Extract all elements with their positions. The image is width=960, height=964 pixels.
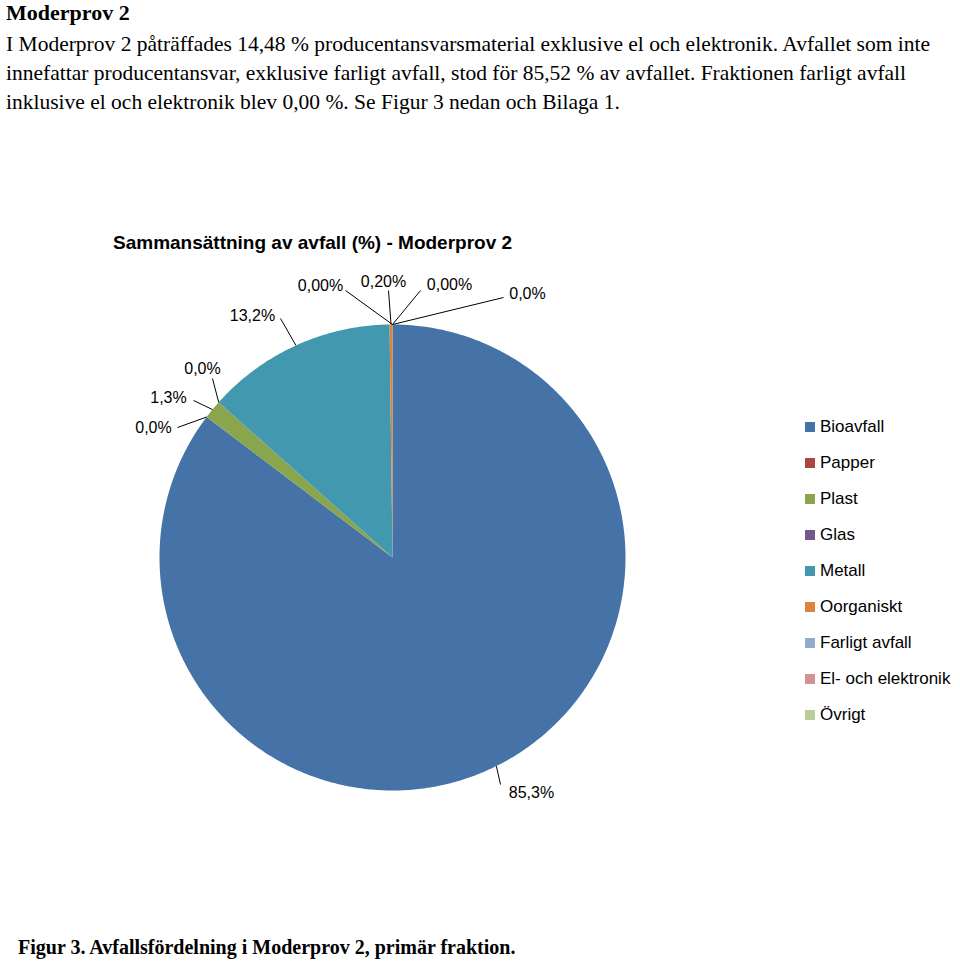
svg-text:0,00%: 0,00% [298, 277, 343, 294]
html-text:Glas: Glas [820, 525, 855, 544]
html-text:Sammansättning av avfall (%) -: Sammansättning av avfall (%) - Moderprov… [113, 232, 513, 253]
svg-text:0,0%: 0,0% [184, 360, 220, 377]
html-text:El- och elektronik: El- och elektronik [820, 669, 951, 688]
html-text:Metall: Metall [820, 561, 866, 580]
svg-text:0,0%: 0,0% [509, 285, 545, 302]
svg-text:1,3%: 1,3% [150, 389, 186, 406]
svg-text:85,3%: 85,3% [509, 784, 554, 801]
html-text:Plast: Plast [820, 489, 858, 508]
svg-text:0,00%: 0,00% [427, 276, 472, 293]
svg-text:0,0%: 0,0% [135, 419, 171, 436]
html-text:Övrigt: Övrigt [820, 705, 866, 724]
html-text:Farligt avfall: Farligt avfall [820, 633, 912, 652]
html-text:Moderprov 2: Moderprov 2 [6, 0, 130, 25]
html-text:Oorganiskt: Oorganiskt [820, 597, 903, 616]
html-text:I Moderprov 2 påträffades 14,4: I Moderprov 2 påträffades 14,48 % produc… [6, 32, 930, 114]
html-text:Papper: Papper [820, 453, 875, 472]
svg-text:13,2%: 13,2% [230, 307, 275, 324]
svg-text:0,20%: 0,20% [361, 273, 406, 290]
html-text:Bioavfall: Bioavfall [820, 417, 885, 436]
html-text:Figur 3. Avfallsfördelning i M: Figur 3. Avfallsfördelning i Moderprov 2… [18, 936, 516, 958]
